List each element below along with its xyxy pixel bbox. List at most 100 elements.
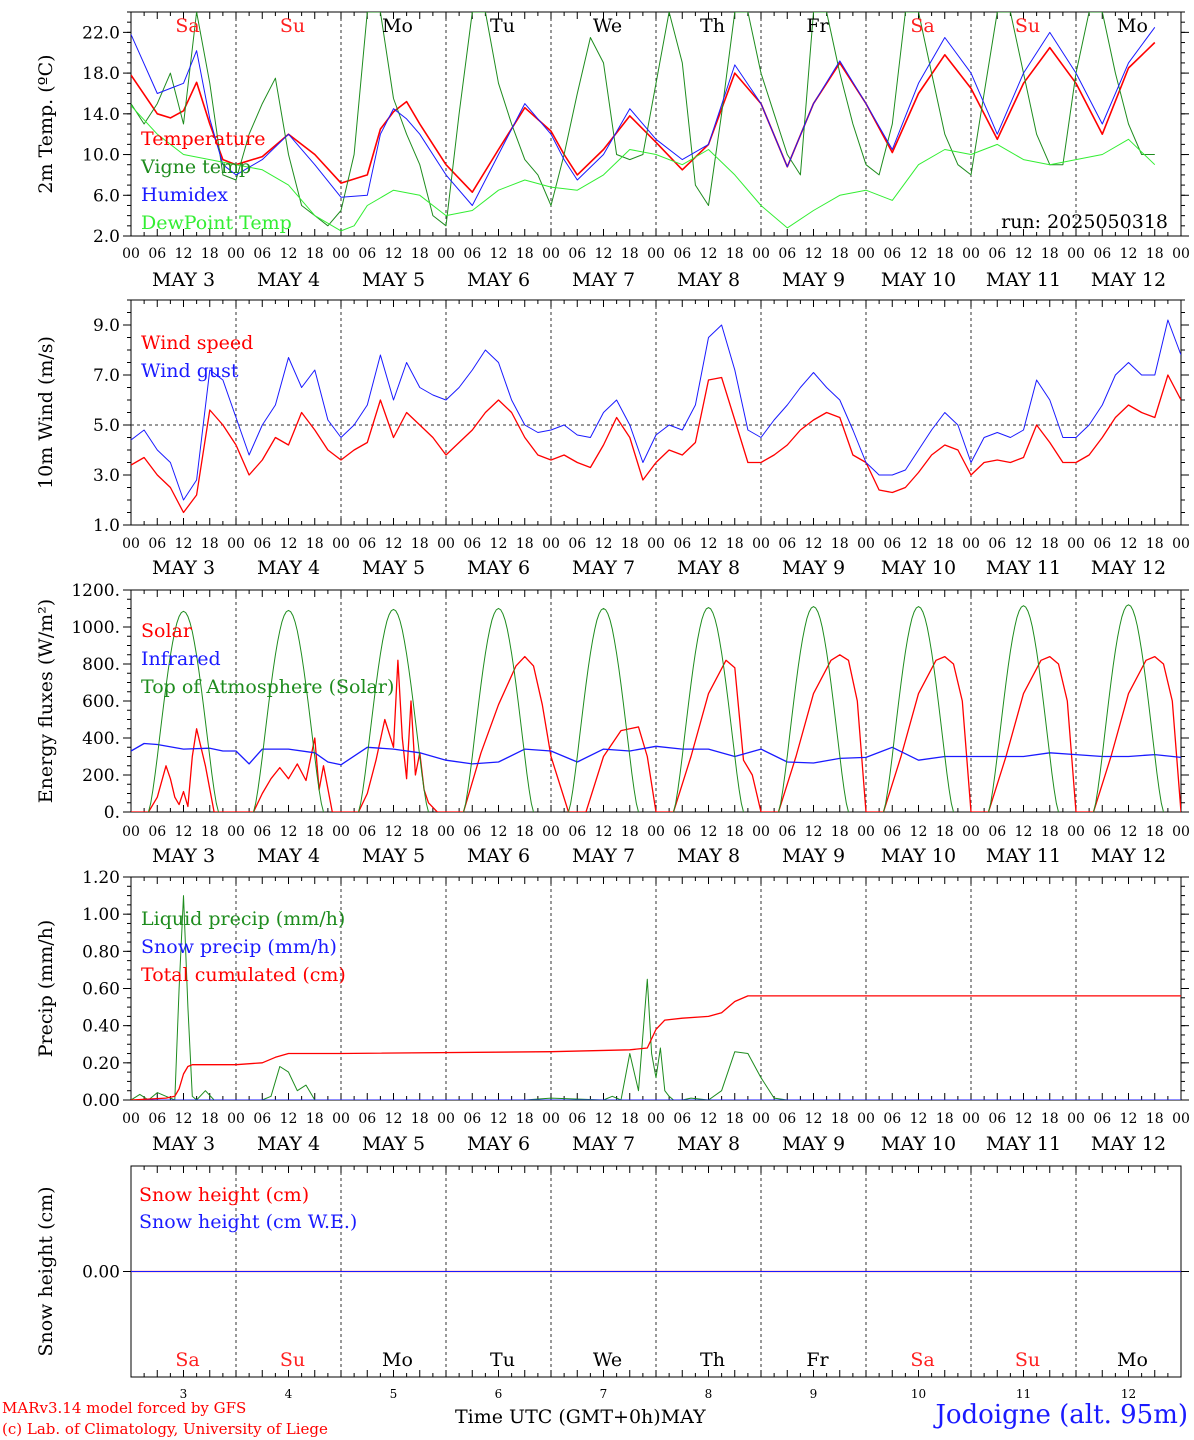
y-tick-label: 5.0 <box>93 416 120 436</box>
weekday-label: We <box>593 1349 622 1371</box>
hour-tick-label: 12 <box>490 246 508 262</box>
hour-tick-label: 12 <box>700 246 718 262</box>
month-label: MAY <box>660 1406 706 1428</box>
hour-tick-label: 00 <box>1172 246 1190 262</box>
hour-tick-label: 06 <box>988 824 1006 840</box>
series-group <box>131 895 1181 1100</box>
hour-tick-label: 18 <box>411 246 429 262</box>
date-label: MAY 3 <box>152 845 215 867</box>
date-label: MAY 3 <box>152 1133 215 1155</box>
hour-tick-label: 18 <box>516 1111 534 1127</box>
date-label: MAY 8 <box>677 845 740 867</box>
hour-tick-label: 00 <box>227 246 245 262</box>
hour-tick-label: 00 <box>962 1111 980 1127</box>
hour-tick-label: 06 <box>778 824 796 840</box>
hour-tick-label: 06 <box>463 1111 481 1127</box>
y-tick-label: 22.0 <box>82 23 120 43</box>
hour-tick-label: 00 <box>752 1111 770 1127</box>
hour-tick-label: 06 <box>358 1111 376 1127</box>
date-label: MAY 5 <box>362 845 425 867</box>
series-group <box>131 12 1156 232</box>
date-label: MAY 7 <box>572 1133 635 1155</box>
day-number-label: 7 <box>600 1387 608 1401</box>
hour-tick-label: 18 <box>726 1111 744 1127</box>
panel-3: 0. 200. 400. 600. 800. 1000. 1200. Energy fluxe… <box>35 581 1190 867</box>
date-label: MAY 6 <box>467 1133 530 1155</box>
date-label: MAY 11 <box>986 269 1061 291</box>
date-label: MAY 6 <box>467 557 530 579</box>
weekday-label: Sa <box>175 15 199 37</box>
hour-tick-label: 12 <box>805 246 823 262</box>
panel-2: 1.0 3.0 5.0 7.0 9.0 10m Wind (m/s) Wind speed W… <box>35 299 1190 579</box>
date-label: MAY 7 <box>572 269 635 291</box>
date-label: MAY 12 <box>1091 845 1166 867</box>
y-axis-label: Precip (mm/h) <box>35 920 57 1058</box>
date-label: MAY 8 <box>677 1133 740 1155</box>
series-line-2 <box>131 319 1181 501</box>
hour-tick-label: 06 <box>148 1111 166 1127</box>
run-annotation: run: 2025050318 <box>1001 211 1168 233</box>
y-tick-label: 1000. <box>71 618 120 638</box>
hour-tick-label: 12 <box>910 246 928 262</box>
hour-tick-label: 00 <box>227 536 245 552</box>
hour-tick-label: 00 <box>437 1111 455 1127</box>
hour-tick-label: 18 <box>831 246 849 262</box>
y-axis-label: 10m Wind (m/s) <box>35 336 57 489</box>
hour-tick-label: 18 <box>831 1111 849 1127</box>
weekday-label: Sa <box>910 15 934 37</box>
hour-tick-label: 18 <box>201 824 219 840</box>
date-label: MAY 5 <box>362 1133 425 1155</box>
hour-tick-label: 00 <box>122 824 140 840</box>
legend-entry: Snow height (cm) <box>139 1184 309 1206</box>
legend-entry: Infrared <box>141 648 221 670</box>
hour-tick-label: 06 <box>568 246 586 262</box>
date-label: MAY 11 <box>986 1133 1061 1155</box>
legend-entry: Total cumulated (cm) <box>141 964 346 986</box>
y-tick-label: 14.0 <box>82 105 120 125</box>
hour-tick-label: 18 <box>831 536 849 552</box>
hour-tick-label: 12 <box>1015 246 1033 262</box>
hour-tick-label: 18 <box>1146 1111 1164 1127</box>
hour-tick-label: 06 <box>253 824 271 840</box>
location-label: Jodoigne (alt. 95m) <box>935 1400 1188 1430</box>
y-tick-label: 0.20 <box>82 1054 120 1074</box>
date-label: MAY 9 <box>782 269 845 291</box>
hour-tick-label: 12 <box>175 536 193 552</box>
hour-tick-label: 18 <box>1041 824 1059 840</box>
hour-tick-label: 18 <box>621 536 639 552</box>
weekday-label: Su <box>280 15 305 37</box>
hour-tick-label: 18 <box>936 1111 954 1127</box>
weekday-label: Mo <box>1117 15 1148 37</box>
hour-tick-label: 18 <box>621 824 639 840</box>
date-label: MAY 5 <box>362 269 425 291</box>
series-line-3 <box>131 995 1181 1100</box>
date-label: MAY 9 <box>782 557 845 579</box>
panel-1: 2.0 6.0 10.0 14.0 18.0 22.0 2m Temp. (ºC) Tempe… <box>35 11 1190 291</box>
y-tick-label: 1200. <box>71 581 120 601</box>
hour-tick-label: 12 <box>1120 1111 1138 1127</box>
hour-tick-label: 12 <box>175 1111 193 1127</box>
hour-tick-label: 06 <box>358 246 376 262</box>
hour-tick-label: 18 <box>621 1111 639 1127</box>
hour-tick-label: 18 <box>621 246 639 262</box>
legend-entry: Vigne temp <box>140 156 251 178</box>
plot-frame <box>130 11 1182 237</box>
hour-tick-label: 06 <box>778 536 796 552</box>
date-label: MAY 9 <box>782 1133 845 1155</box>
hour-tick-label: 06 <box>673 536 691 552</box>
hour-tick-label: 06 <box>463 536 481 552</box>
hour-tick-label: 18 <box>306 246 324 262</box>
legend-entry: Snow precip (mm/h) <box>141 936 337 958</box>
panel-5: 0.00 Snow height (cm) Snow height (cm) Snow… <box>35 1165 1189 1378</box>
date-label: MAY 8 <box>677 269 740 291</box>
date-label: MAY 9 <box>782 845 845 867</box>
y-tick-label: 0.00 <box>82 1263 120 1283</box>
y-tick-label: 400. <box>82 729 120 749</box>
hour-tick-label: 06 <box>253 536 271 552</box>
weekday-label: Sa <box>175 1349 199 1371</box>
date-label: MAY 4 <box>257 845 320 867</box>
weekday-label: Tu <box>490 15 515 37</box>
date-label: MAY 11 <box>986 845 1061 867</box>
hour-tick-label: 18 <box>516 536 534 552</box>
date-label: MAY 12 <box>1091 557 1166 579</box>
